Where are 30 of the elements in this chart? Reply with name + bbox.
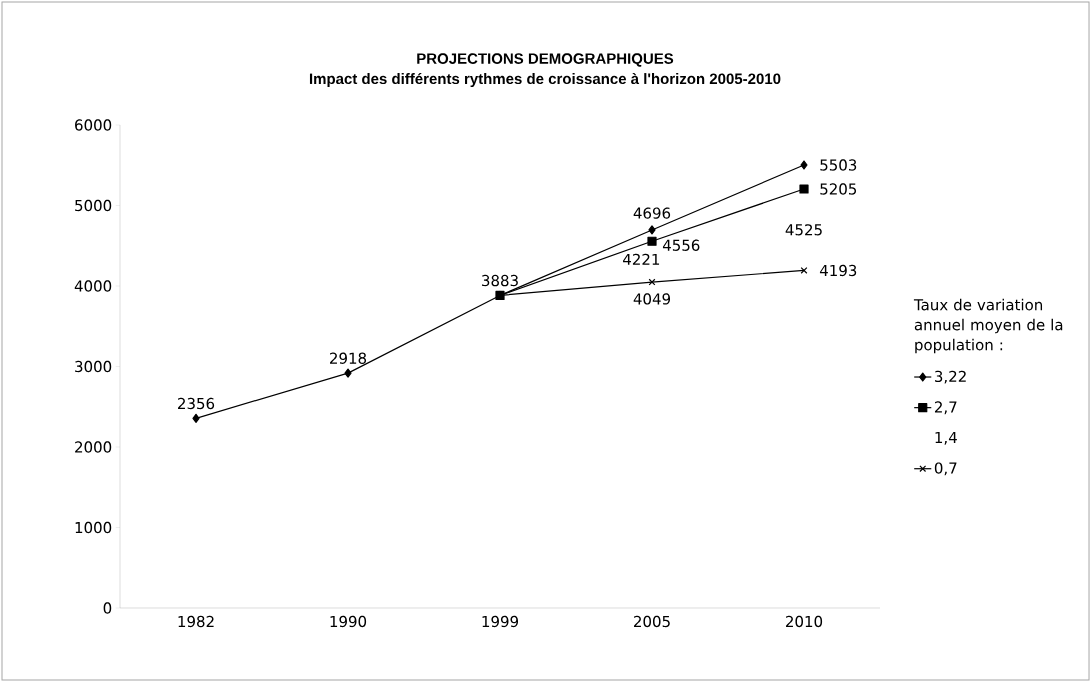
y-tick-label: 2000 <box>75 441 112 453</box>
data-label: 4556 <box>662 239 700 251</box>
data-label: 4696 <box>633 207 671 219</box>
x-tick-label: 1982 <box>178 615 214 628</box>
x-tick-label: 1999 <box>482 615 519 628</box>
legend-label: 0,7 <box>934 462 957 476</box>
y-tick-label: 3000 <box>75 360 112 373</box>
annotation: 4525 <box>785 224 822 236</box>
y-tick-label: 5000 <box>75 199 112 212</box>
data-label: 5503 <box>820 159 857 171</box>
x-tick-label: 2010 <box>786 615 823 628</box>
y-tick-label: 6000 <box>75 119 112 131</box>
y-tick-label: 1000 <box>75 521 112 534</box>
chart-title: PROJECTIONS DEMOGRAPHIQUES <box>417 53 674 67</box>
legend-label: 2,7 <box>934 401 957 415</box>
data-label: 2918 <box>330 352 367 364</box>
legend-label: 3,22 <box>935 370 966 384</box>
x-tick-label: 2005 <box>634 615 670 628</box>
x-tick-label: 1990 <box>330 615 367 628</box>
legend-title: Taux de variation annuel moyen de la population : <box>913 298 1063 354</box>
text: 1,4 <box>935 431 957 445</box>
data-label: 5205 <box>820 183 857 195</box>
data-label: 2356 <box>178 397 215 410</box>
y-tick-label: 0 <box>103 602 112 614</box>
data-label: 4193 <box>819 264 857 277</box>
data-label: 4049 <box>633 293 671 305</box>
chart-subtitle: Impact des différents rythmes de croissance à l'horizon 2005-2010 <box>309 72 781 88</box>
annotation: 4221 <box>623 253 660 265</box>
y-tick-label: 4000 <box>74 280 112 292</box>
data-label: 3883 <box>482 274 518 287</box>
